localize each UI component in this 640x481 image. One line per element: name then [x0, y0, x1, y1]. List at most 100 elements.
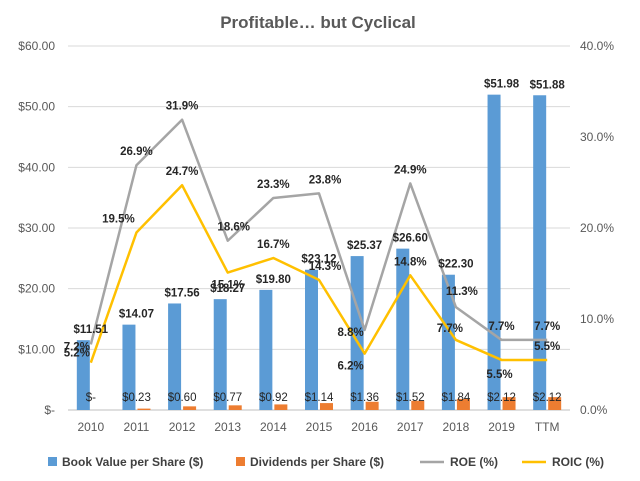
right-tick-label: 40.0%	[580, 39, 614, 53]
dividend-label: $-	[86, 392, 96, 404]
roic-label: 15.1%	[211, 280, 244, 292]
book-value-bar	[396, 248, 410, 410]
x-tick-label: 2017	[397, 420, 424, 434]
dividend-label: $1.52	[396, 392, 425, 404]
right-tick-label: 0.0%	[580, 403, 608, 417]
left-tick-label: $30.00	[18, 221, 55, 235]
dividend-label: $1.14	[305, 392, 334, 404]
left-tick-label: $10.00	[18, 342, 55, 356]
roe-label: 7.7%	[534, 321, 560, 333]
roic-label: 24.7%	[166, 166, 199, 178]
roic-label: 14.8%	[394, 256, 427, 268]
roe-label: 18.6%	[217, 222, 250, 234]
book-value-bar	[76, 340, 90, 410]
roe-label: 26.9%	[120, 146, 153, 158]
book-value-bar	[122, 324, 136, 410]
left-axis: $- $10.00 $20.00 $30.00 $40.00 $50.00 $60.00	[18, 39, 55, 417]
x-tick-label: 2013	[214, 420, 241, 434]
roic-label: 19.5%	[102, 214, 135, 226]
dividend-label: $0.60	[168, 392, 197, 404]
chart-title: Profitable… but Cyclical	[220, 13, 416, 32]
book-value-bar	[305, 269, 318, 410]
book-value-label: $17.56	[164, 287, 199, 299]
book-value-label: $18.27	[210, 283, 245, 295]
dividend-label: $2.12	[533, 392, 562, 404]
legend-book-value-text: Book Value per Share ($)	[62, 455, 203, 469]
x-tick-label: 2018	[443, 420, 470, 434]
right-tick-label: 20.0%	[580, 221, 614, 235]
x-tick-label: 2012	[169, 420, 196, 434]
lines	[89, 118, 548, 364]
book-value-label: $11.51	[74, 324, 109, 336]
roe-label: 23.8%	[309, 174, 342, 186]
dividend-bar	[183, 406, 197, 410]
book-value-label: $26.60	[393, 233, 428, 245]
right-tick-label: 30.0%	[580, 130, 614, 144]
book-value-label: $51.98	[484, 79, 520, 91]
roe-label: 7.7%	[488, 321, 514, 333]
book-value-bar	[213, 299, 227, 410]
roic-label: 16.7%	[257, 239, 290, 251]
left-tick-label: $50.00	[18, 100, 55, 114]
dividend-bar	[274, 404, 288, 410]
data-labels: $11.51 $- $14.07 $0.23 $17.56 $0.60 $18.27 $0.7…	[64, 79, 566, 404]
right-tick-label: 10.0%	[580, 312, 614, 326]
roe-label: 23.3%	[257, 179, 290, 191]
roe-line	[89, 118, 548, 345]
book-value-bar	[168, 303, 182, 410]
dividend-bar	[228, 405, 242, 410]
bars	[76, 94, 562, 411]
book-value-bar	[441, 274, 455, 410]
legend-dividends-text: Dividends per Share ($)	[250, 455, 384, 469]
roe-label: 11.3%	[446, 286, 478, 298]
dividend-label: $1.36	[350, 392, 379, 404]
x-tick-label: 2014	[260, 420, 287, 434]
dividend-bar	[411, 400, 425, 410]
book-value-bar	[533, 95, 547, 411]
dividend-label: $0.77	[213, 392, 242, 404]
x-tick-label: 2016	[351, 420, 378, 434]
x-tick-label: TTM	[535, 420, 560, 434]
roic-label: 14.3%	[309, 261, 342, 273]
dividend-label: $0.23	[122, 392, 151, 404]
dividend-label: $1.84	[442, 392, 471, 404]
left-tick-label: $-	[44, 403, 55, 417]
dividend-bar	[365, 401, 379, 410]
x-tick-label: 2011	[124, 420, 150, 434]
legend-dividends-swatch	[236, 457, 245, 466]
dividend-bar	[456, 398, 470, 410]
dividend-bar	[548, 397, 562, 410]
book-value-bar	[487, 94, 501, 410]
roe-label: 7.2%	[64, 341, 90, 353]
dividend-bar	[320, 403, 333, 410]
roe-label: 31.9%	[166, 101, 199, 113]
dividend-bar	[502, 397, 516, 410]
x-axis: 2010 2011 2012 2013 2014 2015 2016 2017 2018 2019…	[77, 420, 559, 434]
roic-label: 5.2%	[64, 348, 90, 360]
book-value-label: $22.30	[438, 259, 473, 271]
roic-label: 7.7%	[437, 323, 463, 335]
book-value-label: $51.88	[530, 79, 566, 91]
roic-label: 5.5%	[534, 341, 560, 353]
dividend-label: $2.12	[487, 392, 516, 404]
dividend-label: $0.92	[259, 392, 288, 404]
roic-label: 5.5%	[486, 369, 512, 381]
roe-label: 8.8%	[338, 327, 364, 339]
x-tick-label: 2015	[306, 420, 333, 434]
legend-roic-text: ROIC (%)	[552, 455, 604, 469]
legend[interactable]: Book Value per Share ($) Dividends per Sh…	[48, 455, 604, 469]
legend-roe-text: ROE (%)	[450, 455, 498, 469]
left-tick-label: $40.00	[18, 160, 55, 174]
legend-book-value-swatch	[48, 457, 57, 466]
left-tick-label: $20.00	[18, 282, 55, 296]
book-value-label: $19.80	[256, 274, 291, 286]
right-axis: 0.0% 10.0% 20.0% 30.0% 40.0%	[580, 39, 614, 417]
book-value-bar	[259, 289, 273, 410]
book-value-label: $23.12	[301, 254, 336, 266]
roic-label: 6.2%	[338, 361, 364, 373]
dividend-bar	[137, 408, 151, 410]
left-tick-label: $60.00	[18, 39, 55, 53]
x-tick-label: 2019	[488, 420, 515, 434]
